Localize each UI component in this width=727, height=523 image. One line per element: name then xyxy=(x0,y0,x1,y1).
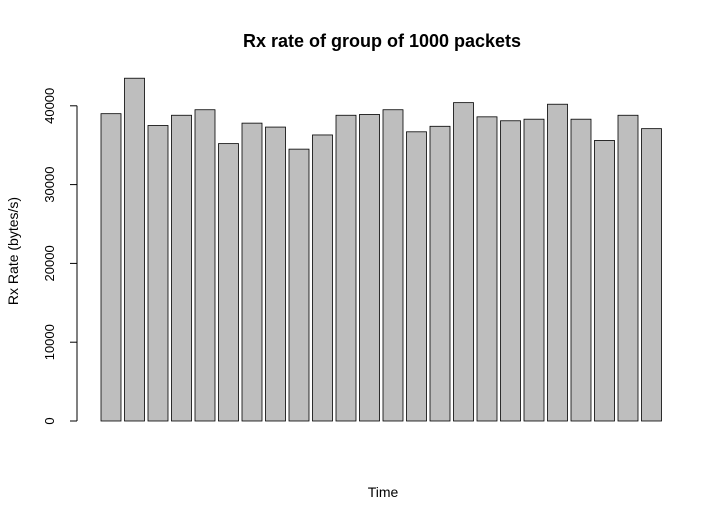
y-axis: 0 10000 20000 30000 40000 xyxy=(42,88,78,425)
bar xyxy=(547,103,568,422)
bar xyxy=(124,77,145,422)
y-tick-label: 30000 xyxy=(42,167,57,203)
bar xyxy=(147,125,169,422)
bar xyxy=(500,120,521,422)
bar xyxy=(171,114,192,422)
y-tick-label: 0 xyxy=(42,417,57,424)
y-tick-label: 40000 xyxy=(42,88,57,124)
bar xyxy=(382,109,404,422)
bar xyxy=(335,114,357,422)
bar xyxy=(288,148,310,422)
bar xyxy=(241,122,263,422)
bar xyxy=(453,102,474,422)
y-tick-label: 20000 xyxy=(42,245,57,281)
x-axis-label: Time xyxy=(368,484,399,500)
bar xyxy=(194,109,216,422)
bar xyxy=(523,118,545,422)
bar xyxy=(359,114,380,422)
bar xyxy=(312,134,333,422)
chart-title: Rx rate of group of 1000 packets xyxy=(243,31,521,51)
bar xyxy=(429,125,451,422)
bar xyxy=(617,114,639,422)
bar xyxy=(641,128,662,422)
bar xyxy=(570,118,592,422)
bars-group xyxy=(100,77,662,422)
bar xyxy=(265,126,286,422)
y-axis-label: Rx Rate (bytes/s) xyxy=(5,197,21,305)
bar xyxy=(476,116,498,422)
bar xyxy=(406,131,427,422)
y-tick-label: 10000 xyxy=(42,324,57,360)
bar xyxy=(594,140,615,422)
bar xyxy=(218,143,239,422)
bar xyxy=(100,113,122,422)
